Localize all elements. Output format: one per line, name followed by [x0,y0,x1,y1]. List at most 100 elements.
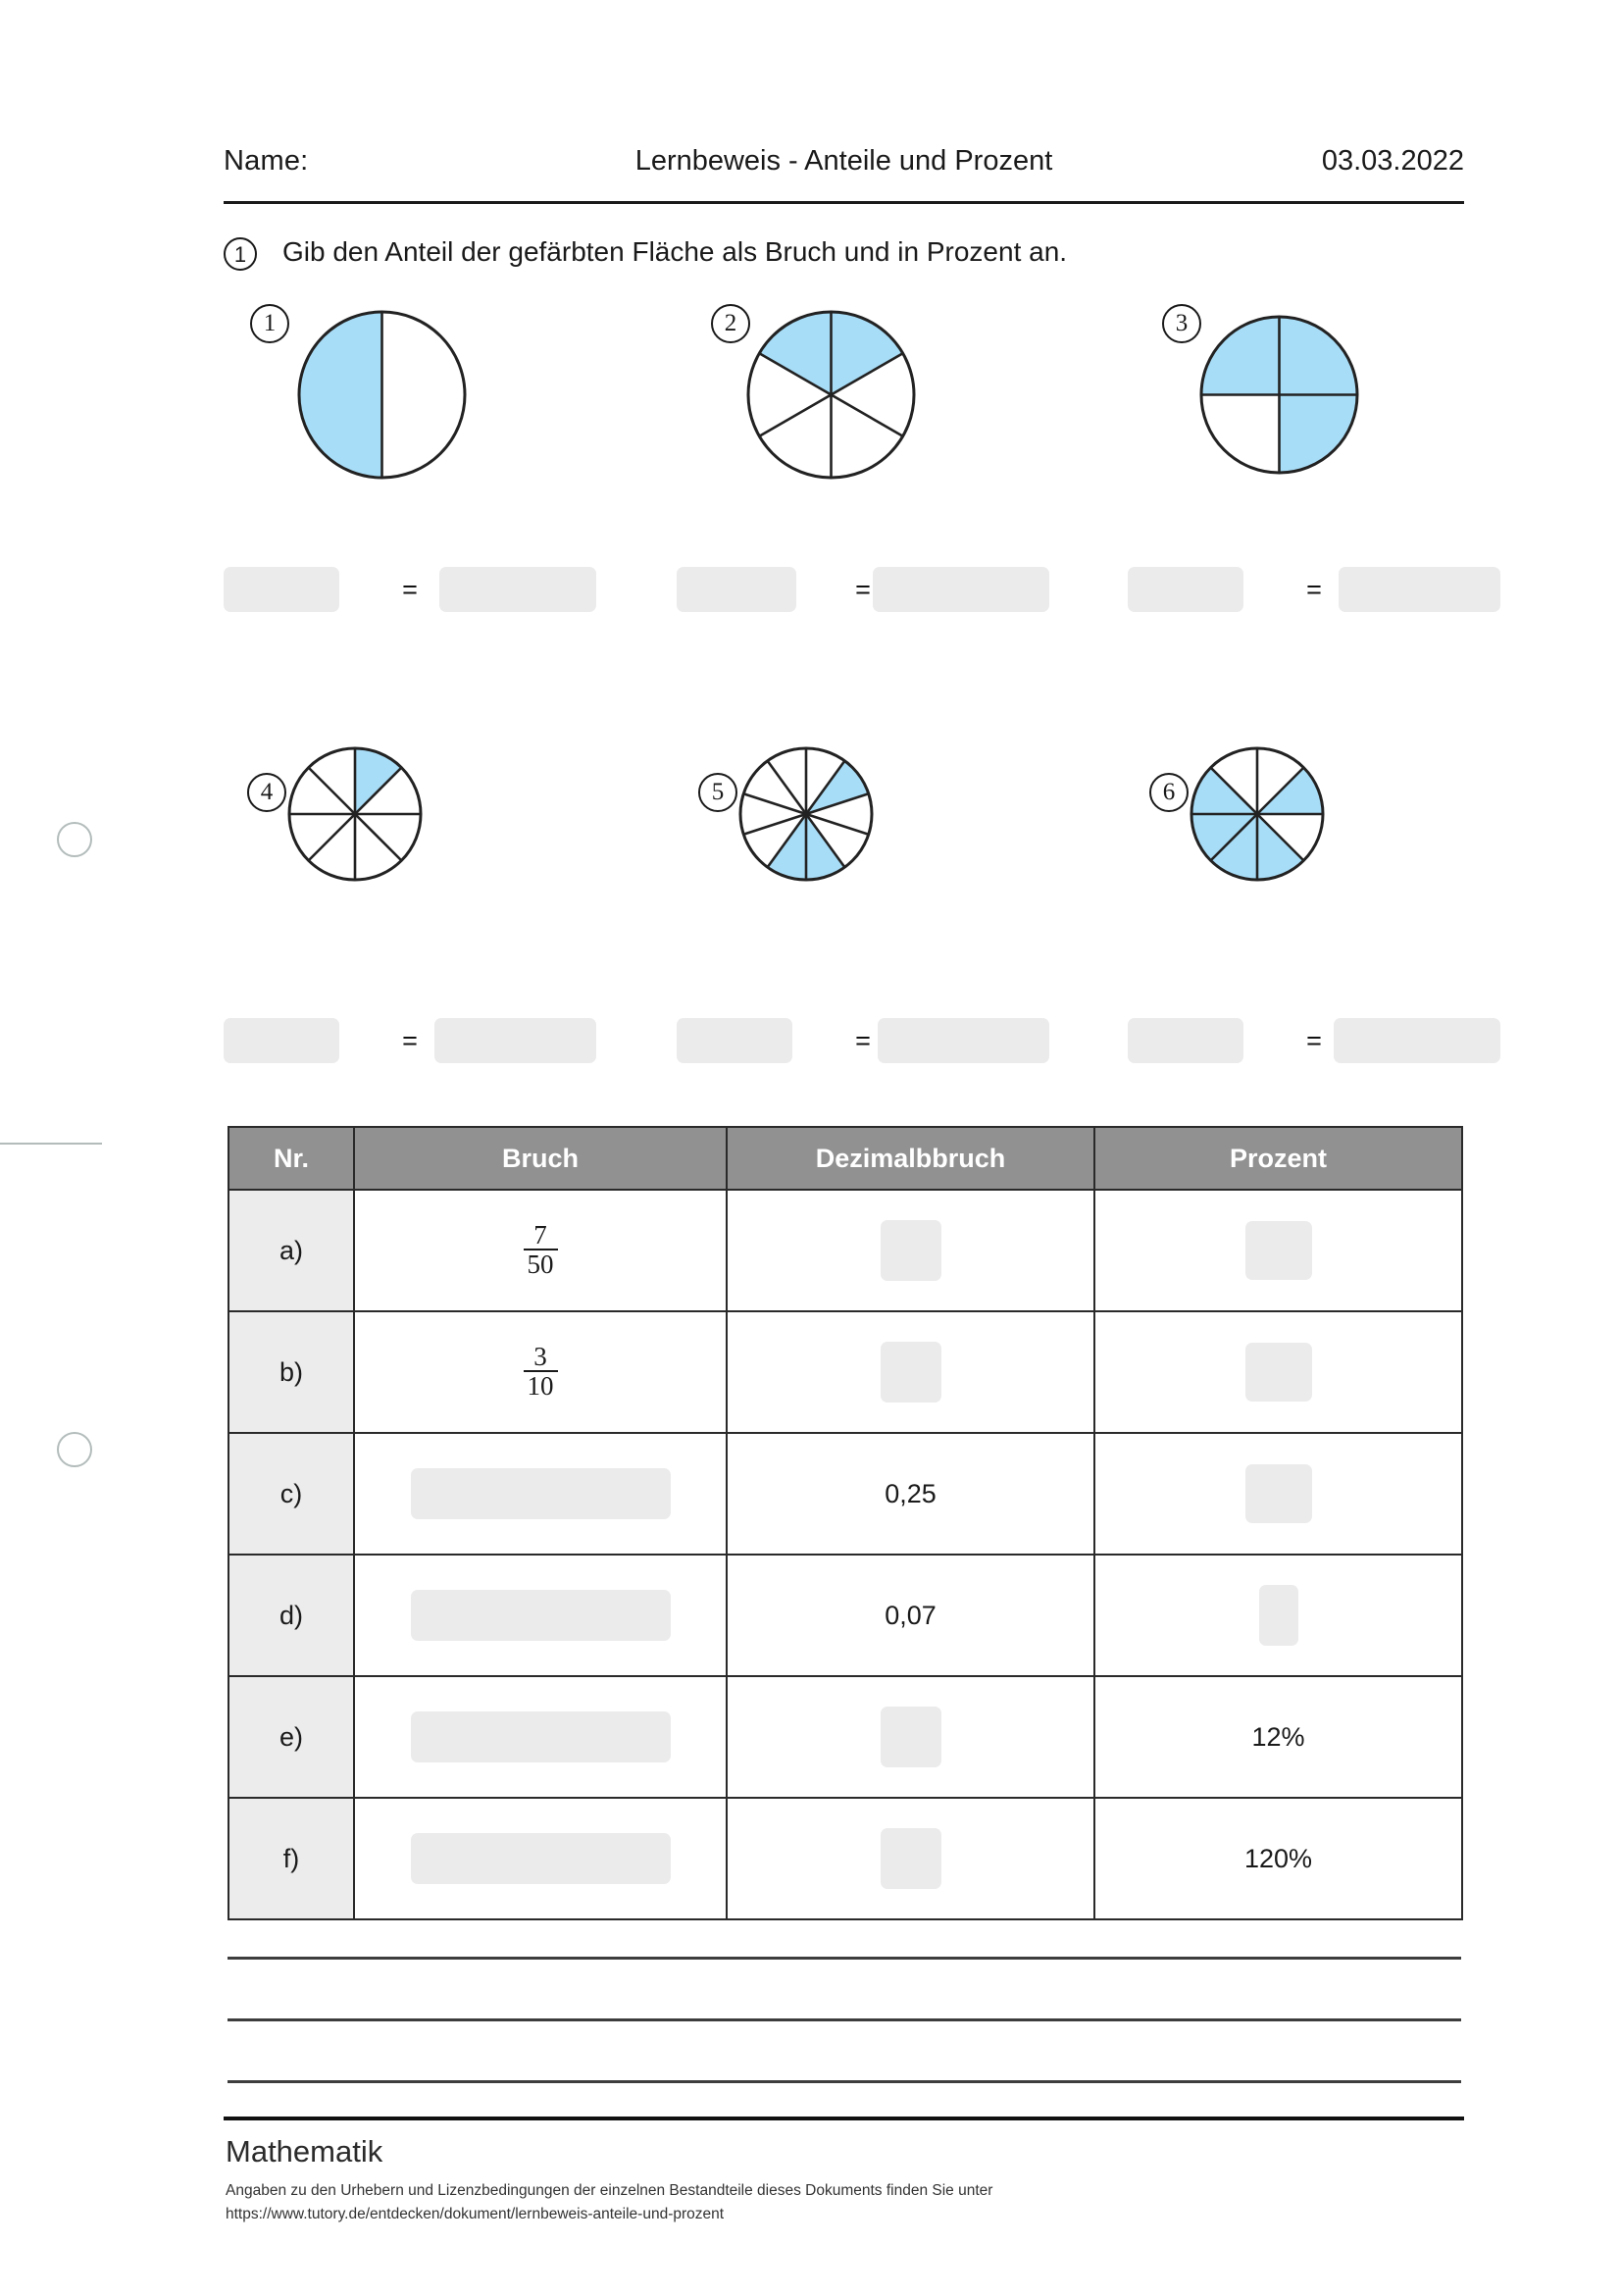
dezimal-input[interactable] [880,1707,941,1767]
answer-pair-1: = [224,567,596,612]
pie-figure-2: 2 [677,294,1138,618]
dezimal-cell[interactable] [726,1310,1095,1434]
fraction-input-6[interactable] [1128,1018,1243,1063]
equals-sign: = [402,1026,418,1055]
fraction-input-1[interactable] [224,567,339,612]
percent-input-2[interactable] [873,567,1049,612]
bruch-cell[interactable] [353,1554,728,1677]
task-instruction: Gib den Anteil der gefärbten Fläche als … [282,236,1068,267]
fraction-input-5[interactable] [677,1018,792,1063]
column-header-nr: Nr. [228,1126,355,1191]
bruch-input[interactable] [410,1833,671,1884]
prozent-cell[interactable] [1093,1310,1463,1434]
prozent-cell[interactable] [1093,1432,1463,1556]
margin-fold-mark [0,1143,102,1145]
equals-sign: = [1306,1026,1322,1055]
equals-sign: = [855,575,871,604]
fraction-denominator: 50 [523,1249,558,1279]
percent-input-5[interactable] [878,1018,1049,1063]
fraction-numerator: 7 [533,1219,547,1250]
date-label: 03.03.2022 [1321,145,1464,177]
answer-pair-6: = [1128,1018,1500,1063]
dezimal-cell[interactable] [726,1189,1095,1312]
pie-row-1: 1 2 3 [0,294,1621,618]
dezimal-cell[interactable] [726,1675,1095,1799]
answer-pair-5: = [677,1018,1049,1063]
prozent-input[interactable] [1258,1585,1298,1646]
bruch-cell[interactable] [353,1675,728,1799]
fraction-denominator: 10 [523,1370,558,1401]
answer-row-2: = = = [0,1018,1621,1063]
equals-sign: = [402,575,418,604]
page-header: Name: Lernbeweis - Anteile und Prozent 0… [224,145,1464,196]
dezimal-input[interactable] [880,1828,941,1889]
name-label: Name: [224,145,309,177]
percent-input-1[interactable] [439,567,596,612]
column-header-prozent: Prozent [1093,1126,1463,1191]
page-title: Lernbeweis - Anteile und Prozent [634,145,1053,177]
row-label: f) [228,1797,355,1920]
prozent-input[interactable] [1244,1464,1312,1523]
subject-label: Mathematik [226,2134,383,2168]
prozent-cell[interactable] [1093,1189,1463,1312]
hole-punch-mark-top [57,822,92,857]
row-label: c) [228,1432,355,1556]
table-row: b) 3 10 [228,1310,1463,1434]
fraction-input-3[interactable] [1128,567,1243,612]
dezimal-cell: 0,07 [726,1554,1095,1677]
bruch-input[interactable] [410,1590,671,1641]
bruch-cell[interactable] [353,1432,728,1556]
answer-row-1: = = = [0,567,1621,612]
answer-pair-2: = [677,567,1049,612]
fraction-input-4[interactable] [224,1018,339,1063]
percent-input-3[interactable] [1339,567,1500,612]
percent-input-6[interactable] [1334,1018,1500,1063]
equals-sign: = [855,1026,871,1055]
dezimal-input[interactable] [880,1342,941,1403]
percent-input-4[interactable] [434,1018,596,1063]
row-label: e) [228,1675,355,1799]
license-note-line-1: Angaben zu den Urhebern und Lizenzbeding… [226,2182,993,2199]
bruch-input[interactable] [410,1468,671,1519]
pie-number-badge: 6 [1149,773,1189,812]
fraction-numerator: 3 [533,1341,547,1371]
writing-line-1 [228,1957,1461,1960]
bruch-cell: 7 50 [353,1189,728,1312]
column-header-dezimal: Dezimalbbruch [726,1126,1095,1191]
footer-divider [224,2117,1464,2120]
prozent-input[interactable] [1244,1221,1312,1280]
task-number-badge: 1 [224,237,257,271]
prozent-cell: 12% [1093,1675,1463,1799]
row-label: d) [228,1554,355,1677]
license-note: Angaben zu den Urhebern und Lizenzbeding… [226,2179,1304,2226]
pie-number-badge: 2 [711,304,750,343]
equals-sign: = [1306,575,1322,604]
row-label: b) [228,1310,355,1434]
bruch-input[interactable] [410,1711,671,1762]
table-row: f) 120% [228,1797,1463,1920]
dezimal-input[interactable] [880,1220,941,1281]
table-header-row: Nr. Bruch Dezimalbbruch Prozent [228,1126,1463,1191]
table-row: a) 7 50 [228,1189,1463,1312]
pie-number-badge: 4 [247,773,286,812]
bruch-cell[interactable] [353,1797,728,1920]
fraction-input-2[interactable] [677,567,796,612]
pie-number-badge: 5 [698,773,737,812]
pie-figure-3: 3 [1128,294,1589,618]
table-row: d) 0,07 [228,1554,1463,1677]
pie-figure-4: 4 [224,745,684,1069]
license-note-line-2: https://www.tutory.de/entdecken/dokument… [226,2206,725,2223]
task-1: 1 Gib den Anteil der gefärbten Fläche al… [224,236,1464,277]
hole-punch-mark-bottom [57,1432,92,1467]
prozent-cell[interactable] [1093,1554,1463,1677]
column-header-bruch: Bruch [353,1126,728,1191]
pie-number-badge: 3 [1162,304,1201,343]
prozent-input[interactable] [1244,1343,1312,1402]
fraction-value: 3 10 [523,1341,558,1401]
table-row: c) 0,25 [228,1432,1463,1556]
pie-figure-6: 6 [1128,745,1589,1069]
dezimal-cell[interactable] [726,1797,1095,1920]
writing-line-3 [228,2080,1461,2083]
writing-line-2 [228,2018,1461,2021]
